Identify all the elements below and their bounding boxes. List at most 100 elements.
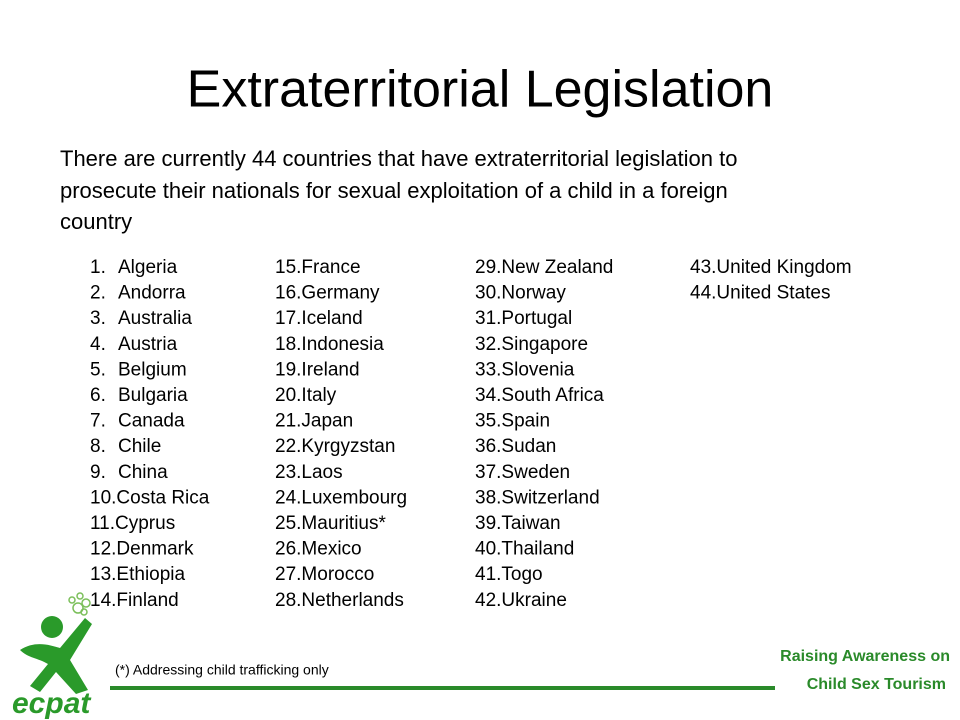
country-item: 28.Netherlands <box>275 590 404 611</box>
item-name: Taiwan <box>501 513 560 534</box>
item-number: 44. <box>690 283 716 304</box>
country-item: 36.Sudan <box>475 436 556 457</box>
item-number: 13. <box>90 564 116 585</box>
item-name: Bulgaria <box>118 385 188 406</box>
country-item: 21.Japan <box>275 411 353 432</box>
footnote: (*) Addressing child trafficking only <box>115 662 329 678</box>
item-number: 21. <box>275 411 301 432</box>
item-number: 15. <box>275 257 301 278</box>
item-number: 11. <box>90 513 115 534</box>
country-item: 22.Kyrgyzstan <box>275 436 395 457</box>
item-number: 25. <box>275 513 301 534</box>
country-item: 2. Andorra <box>90 283 186 304</box>
item-name: Italy <box>301 385 336 406</box>
item-name: Belgium <box>118 359 187 380</box>
country-item: 37.Sweden <box>475 462 570 483</box>
footer-line: Raising Awareness on <box>780 648 950 665</box>
title: Extraterritorial Legislation <box>187 61 774 119</box>
item-number: 27. <box>275 564 301 585</box>
item-name: Ukraine <box>501 590 566 611</box>
country-item: 31.Portugal <box>475 308 572 329</box>
item-number: 12. <box>90 539 116 560</box>
item-name: Morocco <box>301 564 374 585</box>
country-item: 8. Chile <box>90 436 161 457</box>
item-name: Portugal <box>501 308 572 329</box>
country-item: 3. Australia <box>90 308 192 329</box>
item-name: United Kingdom <box>716 257 851 278</box>
item-name: Austria <box>118 334 178 355</box>
item-name: Luxembourg <box>301 487 407 508</box>
item-name: Sweden <box>501 462 570 483</box>
country-item: 23.Laos <box>275 462 343 483</box>
item-name: Mauritius* <box>301 513 386 534</box>
item-number: 9. <box>90 462 106 483</box>
item-name: Slovenia <box>501 359 574 380</box>
country-item: 39.Taiwan <box>475 513 561 534</box>
item-number: 40. <box>475 539 501 560</box>
item-number: 43. <box>690 257 716 278</box>
item-name: Laos <box>301 462 342 483</box>
item-name: Sudan <box>501 436 556 457</box>
item-name: Australia <box>118 308 192 329</box>
item-number: 42. <box>475 590 501 611</box>
item-number: 8. <box>90 436 106 457</box>
item-name: Costa Rica <box>116 487 209 508</box>
footer-line: Child Sex Tourism <box>807 676 946 693</box>
item-number: 31. <box>475 308 501 329</box>
item-name: South Africa <box>501 385 604 406</box>
country-item: 15.France <box>275 257 361 278</box>
item-name: Spain <box>501 411 550 432</box>
item-name: Togo <box>501 564 542 585</box>
country-item: 19.Ireland <box>275 359 360 380</box>
item-name: Switzerland <box>501 487 599 508</box>
item-name: Singapore <box>501 334 588 355</box>
item-name: Cyprus <box>115 513 175 534</box>
item-number: 14. <box>90 590 116 611</box>
item-number: 28. <box>275 590 301 611</box>
item-name: New Zealand <box>501 257 613 278</box>
item-number: 5. <box>90 359 106 380</box>
item-name: United States <box>716 283 830 304</box>
country-item: 42.Ukraine <box>475 590 567 611</box>
country-item: 40.Thailand <box>475 539 574 560</box>
item-name: China <box>118 462 168 483</box>
item-number: 29. <box>475 257 501 278</box>
intro-line: country <box>60 209 132 234</box>
country-list: 1. Algeria 2. Andorra 3. Australia 4. Austria 5.… <box>90 257 852 611</box>
item-name: Finland <box>116 590 178 611</box>
item-number: 24. <box>275 487 301 508</box>
item-number: 3. <box>90 308 106 329</box>
item-number: 41. <box>475 564 501 585</box>
item-name: Thailand <box>501 539 574 560</box>
item-number: 20. <box>275 385 301 406</box>
country-item: 5. Belgium <box>90 359 187 380</box>
country-item: 9. China <box>90 462 168 483</box>
item-number: 32. <box>475 334 501 355</box>
item-name: Mexico <box>301 539 361 560</box>
item-name: Germany <box>301 283 380 304</box>
item-number: 2. <box>90 283 106 304</box>
item-number: 35. <box>475 411 501 432</box>
item-number: 36. <box>475 436 501 457</box>
country-item: 38.Switzerland <box>475 487 600 508</box>
item-name: Ethiopia <box>116 564 185 585</box>
logo: ecpat <box>12 592 92 720</box>
item-name: France <box>301 257 360 278</box>
country-item: 26.Mexico <box>275 539 362 560</box>
item-number: 18. <box>275 334 301 355</box>
country-item: 29.New Zealand <box>475 257 613 278</box>
item-number: 39. <box>475 513 501 534</box>
country-item: 25.Mauritius* <box>275 513 386 534</box>
item-number: 23. <box>275 462 301 483</box>
intro-line: prosecute their nationals for sexual exp… <box>60 178 728 203</box>
country-item: 13.Ethiopia <box>90 564 186 585</box>
item-number: 17. <box>275 308 301 329</box>
item-number: 10. <box>90 487 116 508</box>
country-item: 7. Canada <box>90 411 185 432</box>
item-name: Indonesia <box>301 334 384 355</box>
country-item: 1. Algeria <box>90 257 178 278</box>
item-number: 1. <box>90 257 106 278</box>
item-name: Canada <box>118 411 185 432</box>
intro-line: There are currently 44 countries that ha… <box>60 146 737 171</box>
